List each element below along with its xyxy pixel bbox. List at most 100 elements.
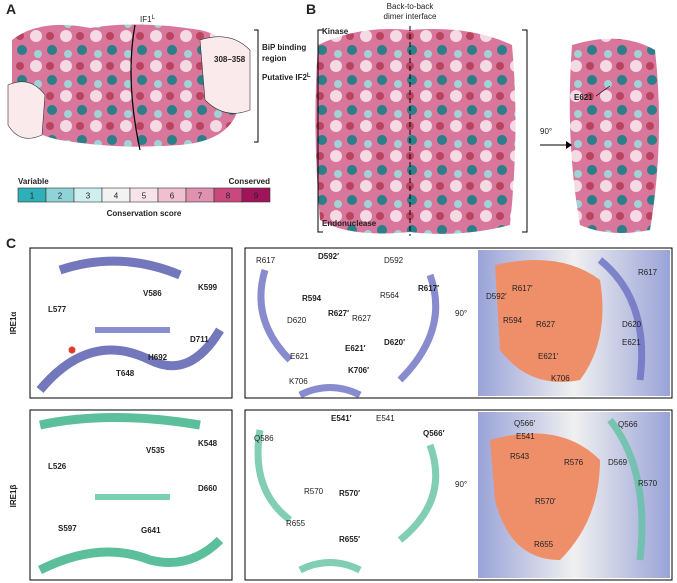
scale-step: 5 <box>142 192 147 201</box>
residue-label: R543 <box>510 452 530 461</box>
ribbon <box>257 257 646 399</box>
residue-label: Q566′ <box>423 429 445 438</box>
residue-label: R655 <box>286 519 306 528</box>
residue-label: E621 <box>622 338 641 347</box>
residue-label: R627′ <box>328 309 349 318</box>
leader <box>595 85 611 97</box>
residue-label: R627 <box>536 320 556 329</box>
rotation-label: 90° <box>540 127 552 136</box>
if1-label-sup: L <box>152 15 156 21</box>
surface-patch <box>495 260 603 382</box>
residue-label: R655 <box>534 540 554 549</box>
panel-label: C <box>6 235 16 251</box>
bracket <box>254 29 259 143</box>
residue-label: K706′ <box>348 366 369 375</box>
interface-label: dimer interface <box>384 12 437 21</box>
scale-step: 9 <box>254 192 259 201</box>
protein-surface <box>315 29 516 234</box>
residue-label: E621 <box>574 93 593 102</box>
rotation-label: 90° <box>455 480 467 489</box>
interface-label: Back-to-back <box>387 2 435 11</box>
residue-label: R627 <box>352 314 372 323</box>
if1-label-base: IF1 <box>140 15 152 24</box>
residue-label: R576 <box>564 458 584 467</box>
residue-label: Q566 <box>618 420 638 429</box>
if2-label-base: Putative IF2 <box>262 73 307 82</box>
residue-label: K548 <box>198 439 218 448</box>
kinase-label: Kinase <box>322 27 349 36</box>
residue-label: R570 <box>304 487 324 496</box>
scale-step: 8 <box>226 192 231 201</box>
residue-label: Q566′ <box>514 419 536 428</box>
residue-label: R570′ <box>535 497 556 506</box>
residue-label: E621′ <box>538 352 559 361</box>
residue-label: R594 <box>302 294 322 303</box>
residue-label: E541 <box>516 432 535 441</box>
ribbon <box>37 413 224 575</box>
if2-label-sup: L <box>307 73 311 79</box>
residue-label: V586 <box>143 289 162 298</box>
bracket <box>317 29 323 233</box>
scale-step: 4 <box>114 192 119 201</box>
residue-label: D592′ <box>486 292 507 301</box>
scale-step: 6 <box>170 192 175 201</box>
panel-label: A <box>6 1 16 17</box>
residue-label: G641 <box>141 526 161 535</box>
residue-label: R617 <box>638 268 658 277</box>
residue-label: T648 <box>116 369 135 378</box>
endonuclease-label: Endonuclease <box>322 219 377 228</box>
residue-label: R570′ <box>339 489 360 498</box>
scale-step: 3 <box>86 192 91 201</box>
outline-region <box>7 81 46 139</box>
outline-region <box>199 36 251 114</box>
arrow-head <box>566 141 572 149</box>
residue-label: R570 <box>638 479 658 488</box>
interface-line <box>130 24 141 151</box>
residue-label: E541′ <box>331 414 352 423</box>
scale-step: 7 <box>198 192 203 201</box>
bip-label: BiP binding <box>262 43 306 52</box>
residue-label: L577 <box>48 305 67 314</box>
panel-box <box>29 247 233 399</box>
bracket <box>522 29 528 233</box>
residue-label: L526 <box>48 462 67 471</box>
ribbon <box>36 256 224 393</box>
residue-label: R655′ <box>339 535 360 544</box>
residue-label: E621′ <box>345 344 366 353</box>
row-label: IRE1β <box>9 485 18 508</box>
residue-label: R564 <box>380 291 400 300</box>
residue-label: D592 <box>384 256 404 265</box>
panel-label: B <box>306 1 316 17</box>
protein-surface <box>11 24 241 147</box>
residue-label: H692 <box>148 353 168 362</box>
residue-label: D711 <box>190 335 209 344</box>
residue-label: R594 <box>503 316 523 325</box>
water <box>68 346 76 354</box>
residue-label: K706 <box>289 377 308 386</box>
residue-label: V535 <box>146 446 165 455</box>
if1-label: IF1L <box>140 15 156 24</box>
residue-label: D620′ <box>384 338 405 347</box>
scale-step: 1 <box>30 192 35 201</box>
residue-label: D569 <box>608 458 628 467</box>
rotation-label: 90° <box>455 309 467 318</box>
row-label: IRE1α <box>9 312 18 335</box>
scale-step: 2 <box>58 192 63 201</box>
residue-label: D660 <box>198 484 218 493</box>
residue-label: D620 <box>287 316 307 325</box>
residue-label: D620 <box>622 320 642 329</box>
surface-patch <box>490 433 600 560</box>
residue-label: E541 <box>376 414 395 423</box>
ribbon <box>254 417 646 574</box>
scale-cell <box>241 187 271 203</box>
protein-surface <box>569 38 659 234</box>
if2-label: Putative IF2L <box>262 73 311 82</box>
residue-label: E621 <box>290 352 309 361</box>
scale-right: Conserved <box>229 177 270 186</box>
residue-label: K706 <box>551 374 570 383</box>
range-label: 308–358 <box>214 55 246 64</box>
scale-title: Conservation score <box>107 209 182 218</box>
scale-left: Variable <box>18 177 49 186</box>
bip-label: region <box>262 54 287 63</box>
